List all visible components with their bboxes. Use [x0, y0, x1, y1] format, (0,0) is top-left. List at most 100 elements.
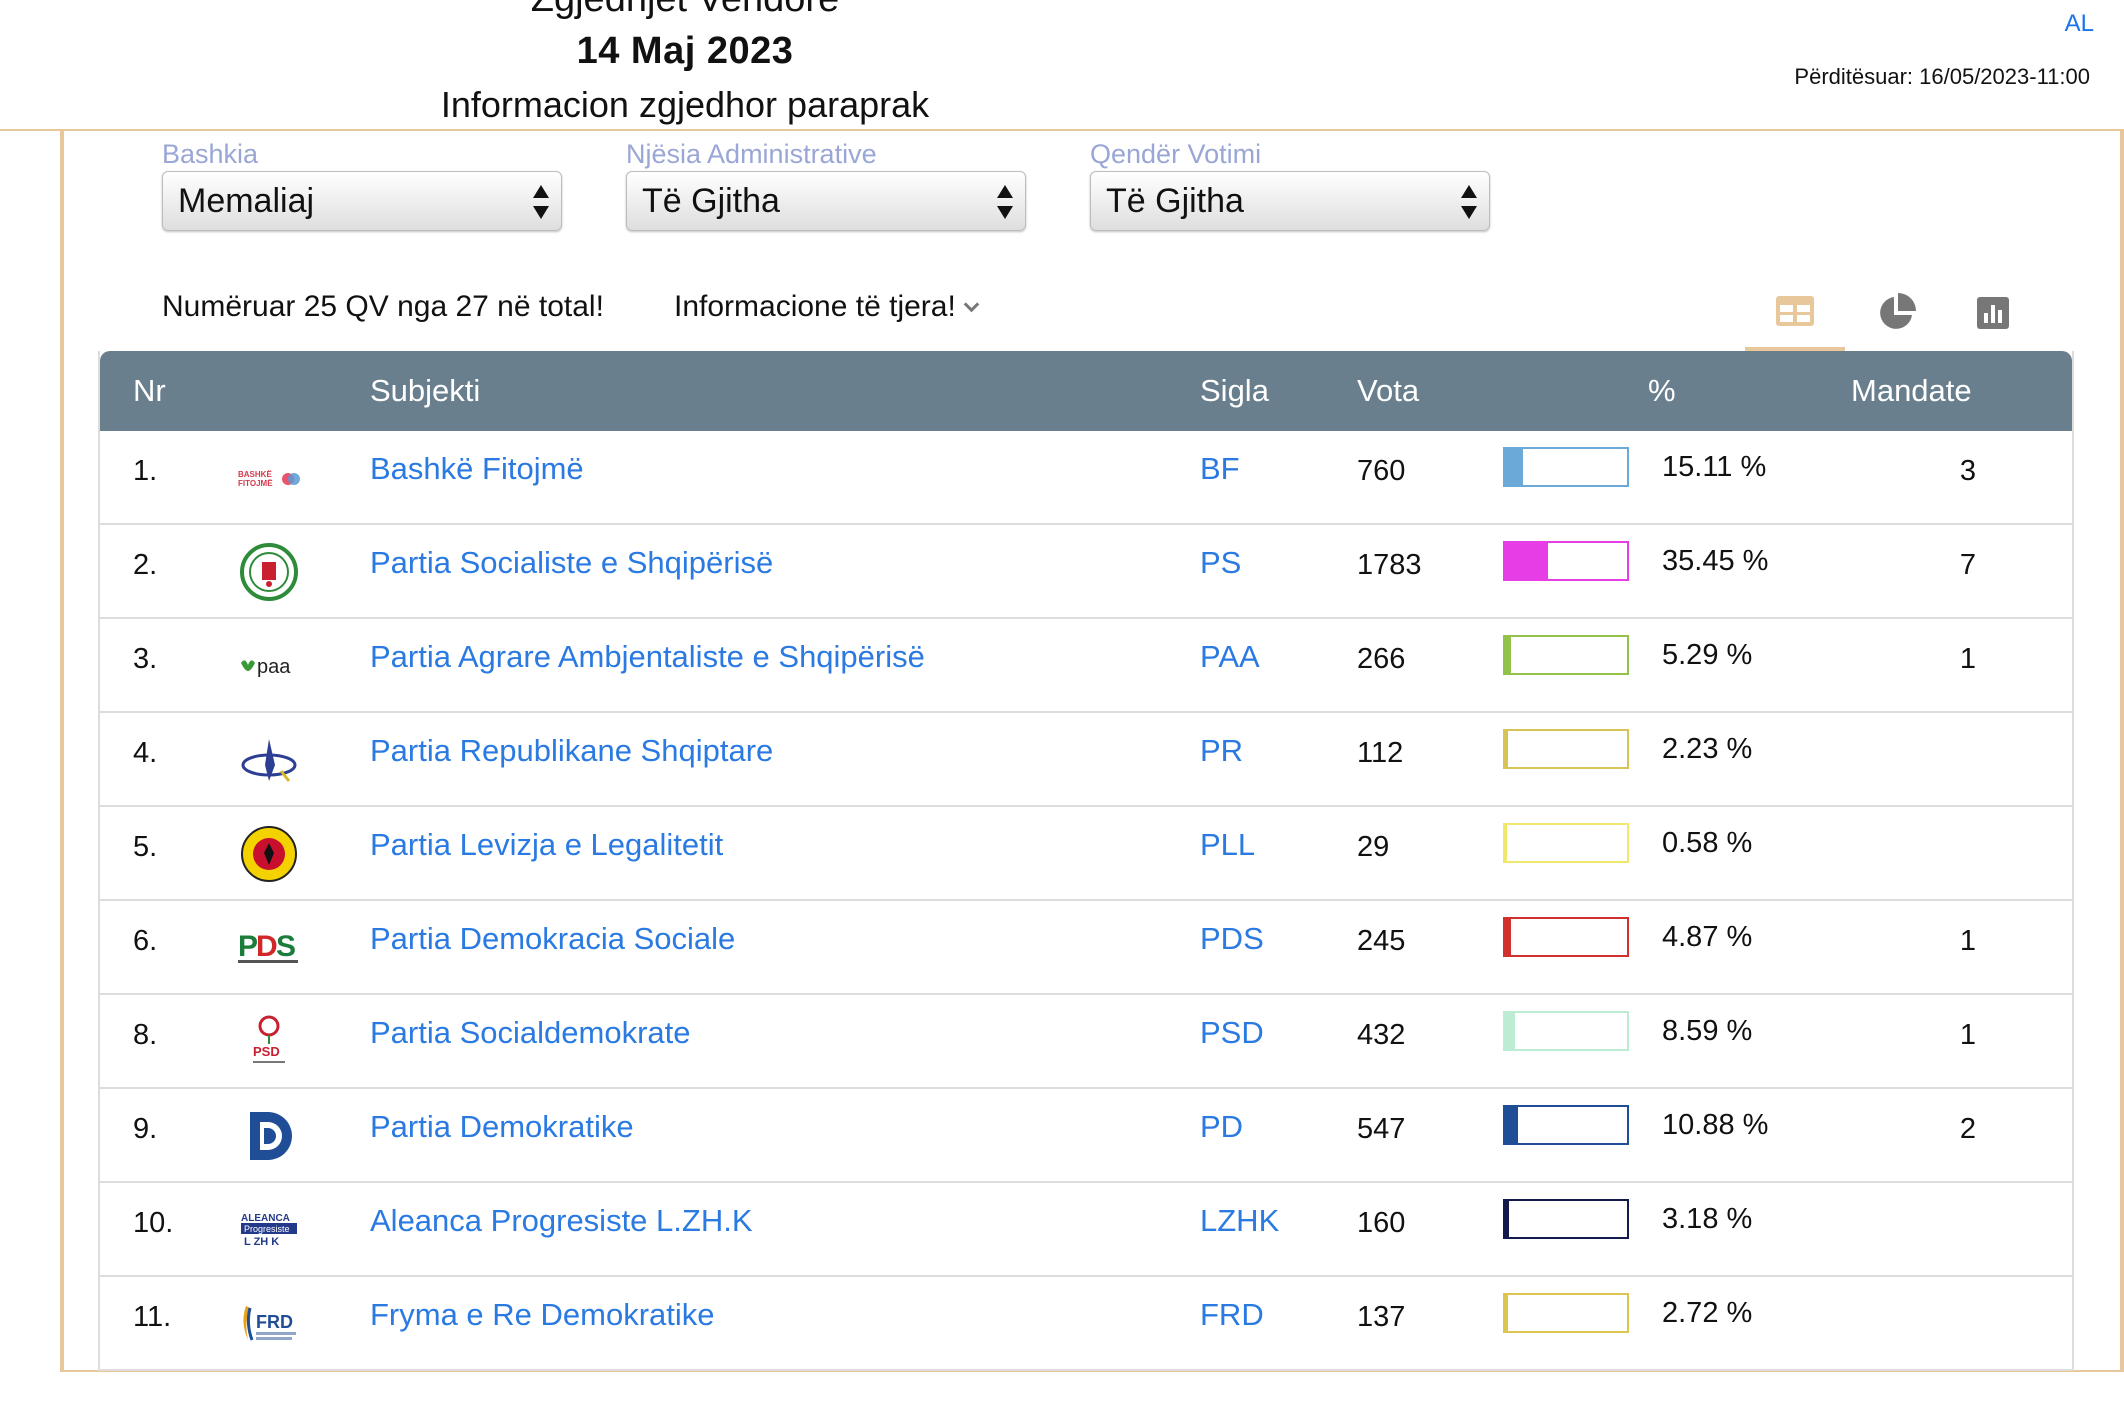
select-arrows-icon	[997, 185, 1013, 219]
percent-bar	[1503, 1199, 1629, 1239]
row-number: 2.	[133, 549, 158, 581]
bf-logo: BASHKË FITOJMË	[234, 453, 304, 503]
table-row: 5. Partia Levizja e Legalitetit PLL 29 0.58 …	[100, 807, 2072, 901]
col-percent[interactable]: %	[1648, 373, 1676, 408]
vote-count: 266	[1357, 643, 1406, 675]
ps-logo	[234, 543, 304, 601]
vote-count: 760	[1357, 455, 1406, 487]
vote-percent: 8.59 %	[1662, 1015, 1753, 1047]
svg-text:FRD: FRD	[256, 1312, 293, 1332]
tab-bar-view[interactable]	[1943, 275, 2043, 351]
svg-text:S: S	[276, 930, 296, 963]
content-frame	[60, 131, 2124, 1372]
vote-count: 29	[1357, 831, 1390, 863]
njesia-label: Njësia Administrative	[626, 139, 877, 169]
vote-percent: 2.72 %	[1662, 1297, 1753, 1329]
party-name-link[interactable]: Fryma e Re Demokratike	[370, 1297, 715, 1332]
table-row: 1. BASHKË FITOJMË Bashkë Fitojmë BF 760 15.11 …	[100, 431, 2072, 525]
svg-text:L ZH K: L ZH K	[244, 1236, 279, 1248]
tab-pie-view[interactable]	[1846, 275, 1946, 351]
vote-count: 160	[1357, 1207, 1406, 1239]
percent-bar	[1503, 1011, 1629, 1051]
party-acronym-link[interactable]: PS	[1200, 545, 1242, 580]
percent-bar	[1503, 823, 1629, 863]
table-body: 1. BASHKË FITOJMË Bashkë Fitojmë BF 760 15.11 …	[100, 431, 2072, 1371]
psd-logo: PSD	[234, 1015, 304, 1067]
percent-bar-fill	[1505, 825, 1507, 861]
table-row: 2. Partia Socialiste e Shqipërisë PS 1783 35…	[100, 525, 2072, 619]
table-row: 11. FRD Fryma e Re Demokratike FRD 137 2.72 %	[100, 1277, 2072, 1371]
col-nr[interactable]: Nr	[133, 373, 166, 408]
more-info-label: Informacione të tjera!	[674, 290, 956, 323]
party-acronym-link[interactable]: PLL	[1200, 827, 1256, 862]
vote-percent: 4.87 %	[1662, 921, 1753, 953]
percent-bar-fill	[1505, 731, 1508, 767]
row-number: 3.	[133, 643, 158, 675]
party-name-link[interactable]: Partia Socialiste e Shqipërisë	[370, 545, 774, 580]
chevron-down-icon	[963, 296, 980, 313]
table-row: 6. P D S Partia Demokracia Sociale PDS 245 4.87…	[100, 901, 2072, 995]
percent-bar-fill	[1505, 1013, 1516, 1049]
last-updated: Përditësuar: 16/05/2023-11:00	[1794, 64, 2090, 89]
qender-label: Qendër Votimi	[1090, 139, 1262, 169]
tab-table-view[interactable]	[1745, 275, 1845, 351]
language-switch[interactable]: AL	[2064, 10, 2094, 37]
percent-bar-fill	[1505, 449, 1524, 485]
select-arrows-icon	[1461, 185, 1477, 219]
pd-logo	[234, 1111, 304, 1161]
percent-bar	[1503, 917, 1629, 957]
seat-count: 1	[1959, 925, 1977, 957]
bashkia-select[interactable]: Memaliaj	[162, 171, 562, 231]
table-header: Nr Subjekti Sigla Vota % Mandate	[100, 351, 2072, 431]
party-name-link[interactable]: Partia Republikane Shqiptare	[370, 733, 774, 768]
seat-count: 1	[1959, 1019, 1977, 1051]
njesia-select[interactable]: Të Gjitha	[626, 171, 1026, 231]
more-info-toggle[interactable]: Informacione të tjera!	[674, 290, 980, 324]
party-acronym-link[interactable]: BF	[1200, 451, 1240, 486]
row-number: 6.	[133, 925, 158, 957]
svg-text:PSD: PSD	[253, 1044, 280, 1059]
vote-percent: 10.88 %	[1662, 1109, 1769, 1141]
party-name-link[interactable]: Partia Demokratike	[370, 1109, 634, 1144]
qender-select[interactable]: Të Gjitha	[1090, 171, 1490, 231]
party-name-link[interactable]: Aleanca Progresiste L.ZH.K	[370, 1203, 753, 1238]
party-name-link[interactable]: Partia Socialdemokrate	[370, 1015, 691, 1050]
percent-bar-fill	[1505, 1201, 1509, 1237]
svg-text:D: D	[256, 930, 278, 963]
party-acronym-link[interactable]: PSD	[1200, 1015, 1264, 1050]
row-number: 1.	[133, 455, 158, 487]
row-number: 9.	[133, 1113, 158, 1145]
percent-bar-fill	[1505, 1295, 1509, 1331]
vote-count: 547	[1357, 1113, 1406, 1145]
vote-percent: 3.18 %	[1662, 1203, 1753, 1235]
party-acronym-link[interactable]: LZHK	[1200, 1203, 1280, 1238]
col-vota[interactable]: Vota	[1357, 373, 1420, 408]
party-name-link[interactable]: Partia Agrare Ambjentaliste e Shqipërisë	[370, 639, 925, 674]
qender-filter: Qendër Votimi Të Gjitha	[1090, 139, 1490, 231]
col-subjekti[interactable]: Subjekti	[370, 373, 481, 408]
party-acronym-link[interactable]: PDS	[1200, 921, 1264, 956]
party-name-link[interactable]: Partia Levizja e Legalitetit	[370, 827, 724, 862]
table-row: 10. ALEANCA Progresiste L ZH K Aleanca Progr…	[100, 1183, 2072, 1277]
seat-count: 3	[1959, 455, 1977, 487]
svg-text:paa: paa	[257, 656, 291, 677]
results-table: Nr Subjekti Sigla Vota % Mandate 1. BASHK…	[98, 351, 2074, 1371]
lzhk-logo: ALEANCA Progresiste L ZH K	[234, 1205, 304, 1255]
table-icon	[1776, 296, 1814, 326]
party-acronym-link[interactable]: FRD	[1200, 1297, 1264, 1332]
party-name-link[interactable]: Bashkë Fitojmë	[370, 451, 584, 486]
col-sigla[interactable]: Sigla	[1200, 373, 1269, 408]
party-acronym-link[interactable]: PD	[1200, 1109, 1244, 1144]
row-number: 8.	[133, 1019, 158, 1051]
col-mandate[interactable]: Mandate	[1851, 373, 1972, 408]
election-date: 14 Maj 2023	[576, 30, 794, 72]
percent-bar	[1503, 635, 1629, 675]
vote-percent: 0.58 %	[1662, 827, 1753, 859]
vote-count: 112	[1357, 737, 1404, 769]
bashkia-value: Memaliaj	[178, 182, 315, 220]
party-acronym-link[interactable]: PAA	[1200, 639, 1260, 674]
njesia-filter: Njësia Administrative Të Gjitha	[626, 139, 1026, 231]
party-name-link[interactable]: Partia Demokracia Sociale	[370, 921, 736, 956]
page-header: Zgjedhjet Vendore 14 Maj 2023 Informacio…	[0, 0, 2124, 131]
party-acronym-link[interactable]: PR	[1200, 733, 1244, 768]
